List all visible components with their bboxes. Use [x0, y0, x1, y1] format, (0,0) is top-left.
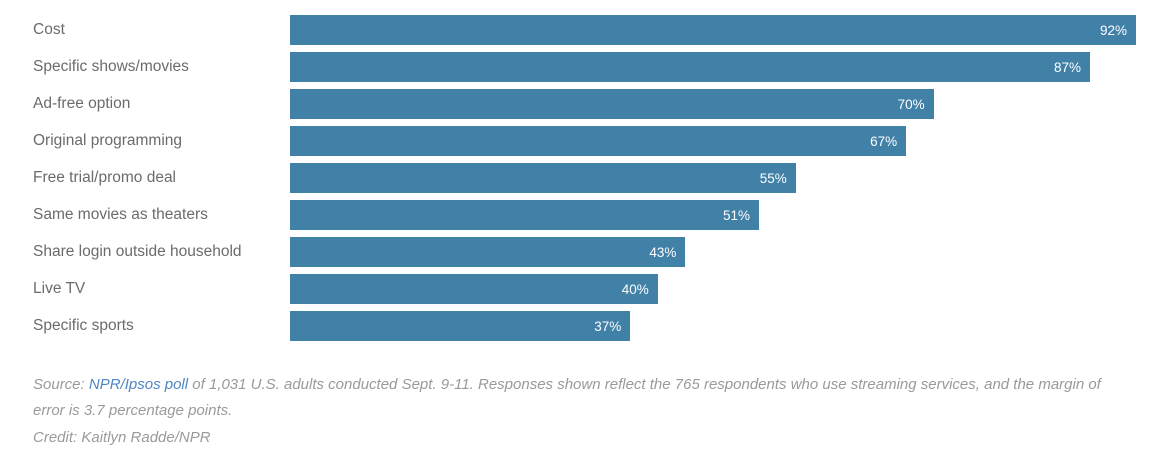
bar-row: Ad-free option 70% — [33, 89, 1136, 119]
bar: 51% — [290, 200, 759, 230]
bar: 70% — [290, 89, 934, 119]
value-label: 40% — [621, 281, 649, 297]
bar-track: 51% — [290, 200, 1136, 230]
bar: 40% — [290, 274, 658, 304]
category-label: Cost — [33, 21, 65, 38]
bar: 43% — [290, 237, 686, 267]
bar-track: 37% — [290, 311, 1136, 341]
bar-row: Share login outside household 43% — [33, 237, 1136, 267]
bar-row: Same movies as theaters 51% — [33, 200, 1136, 230]
value-label: 70% — [897, 96, 925, 112]
source-note: Source: NPR/Ipsos poll of 1,031 U.S. adu… — [33, 372, 1136, 425]
category-label: Free trial/promo deal — [33, 169, 177, 186]
bar-track: 40% — [290, 274, 1136, 304]
bar-track: 87% — [290, 52, 1136, 82]
category-label: Specific shows/movies — [33, 58, 189, 75]
source-text: of 1,031 U.S. adults conducted Sept. 9-1… — [33, 376, 1101, 420]
value-label: 55% — [759, 170, 787, 186]
bar-row: Live TV 40% — [33, 274, 1136, 304]
value-label: 92% — [1099, 22, 1127, 38]
category-label: Original programming — [33, 132, 183, 149]
category-label: Ad-free option — [33, 95, 131, 112]
source-link[interactable]: NPR/Ipsos poll — [88, 376, 189, 393]
bar-track: 55% — [290, 163, 1136, 193]
bar: 67% — [290, 126, 907, 156]
chart-footer: Source: NPR/Ipsos poll of 1,031 U.S. adu… — [0, 348, 1166, 451]
value-label: 51% — [722, 207, 750, 223]
bar-track: 92% — [290, 15, 1136, 45]
bar-track: 43% — [290, 237, 1136, 267]
value-label: 43% — [649, 244, 677, 260]
bar-chart: Cost 92% Specific shows/movies 87% Ad-fr… — [33, 15, 1136, 341]
category-label: Live TV — [33, 280, 86, 297]
source-prefix: Source: — [33, 376, 89, 393]
bar-row: Specific sports 37% — [33, 311, 1136, 341]
bar-track: 70% — [290, 89, 1136, 119]
value-label: 67% — [870, 133, 898, 149]
bar-row: Free trial/promo deal 55% — [33, 163, 1136, 193]
bar-row: Specific shows/movies 87% — [33, 52, 1136, 82]
credit-line: Credit: Kaitlyn Radde/NPR — [33, 428, 211, 446]
bar-row: Cost 92% — [33, 15, 1136, 45]
bar: 92% — [290, 15, 1136, 45]
bar: 87% — [290, 52, 1091, 82]
value-label: 87% — [1053, 59, 1082, 75]
category-label: Same movies as theaters — [33, 206, 208, 223]
bar-track: 67% — [290, 126, 1136, 156]
bar: 55% — [290, 163, 796, 193]
category-label: Specific sports — [33, 317, 134, 334]
bar: 37% — [290, 311, 631, 341]
category-label: Share login outside household — [33, 243, 242, 260]
bar-row: Original programming 67% — [33, 126, 1136, 156]
value-label: 37% — [594, 318, 622, 334]
